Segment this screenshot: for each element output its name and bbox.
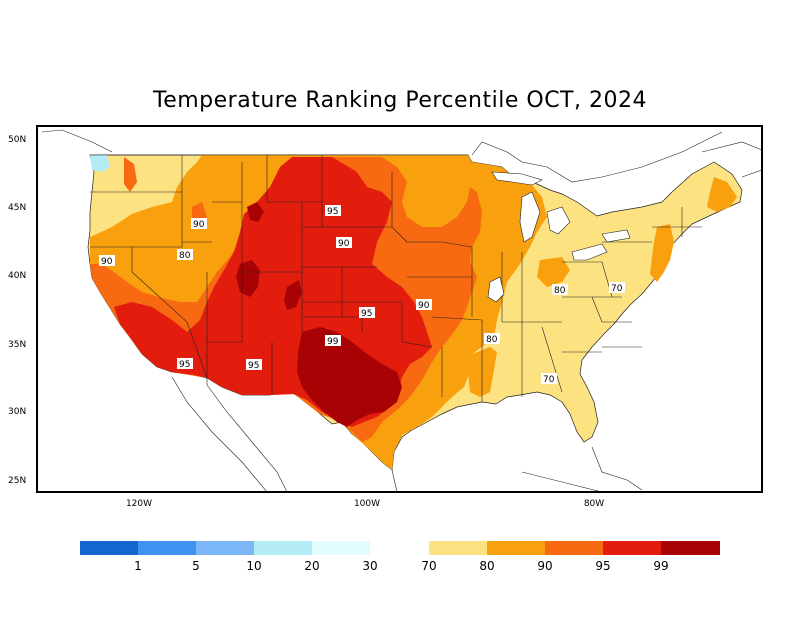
- lat-label-30n: 30N: [8, 407, 27, 417]
- legend-label: 20: [304, 559, 320, 573]
- lat-label-40n: 40N: [8, 271, 27, 281]
- contour-label: 90: [193, 220, 205, 230]
- map-frame: 90 95 80 90 90 95 90 80 70 95 99 95 80: [36, 125, 763, 493]
- legend-swatch-20: [254, 541, 312, 555]
- lon-label-120w: 120W: [125, 499, 153, 509]
- region-99-south: [297, 327, 402, 427]
- legend-label: 5: [192, 559, 200, 573]
- lon-label-100w: 100W: [353, 499, 381, 509]
- legend-swatch-99: [661, 541, 720, 555]
- region-99-colorado: [284, 280, 302, 310]
- region-80-maine: [707, 177, 737, 212]
- lat-label-35n: 35N: [8, 340, 27, 350]
- contour-label: 80: [486, 335, 498, 345]
- contour-label: 80: [179, 251, 191, 261]
- legend-label: 90: [537, 559, 553, 573]
- contour-labels: 90 95 80 90 90 95 90 80 70 95 99 95 80: [99, 205, 625, 385]
- contour-label: 90: [418, 301, 430, 311]
- contour-label: 70: [543, 375, 555, 385]
- legend-label: 30: [362, 559, 378, 573]
- region-20: [90, 155, 110, 172]
- legend-swatch-70: [429, 541, 487, 555]
- legend-swatch-95: [603, 541, 661, 555]
- region-80-ohio: [537, 257, 570, 287]
- legend-swatch-5: [138, 541, 196, 555]
- legend-swatch-80: [487, 541, 545, 555]
- legend-label: 70: [421, 559, 437, 573]
- legend-label: 99: [653, 559, 669, 573]
- lat-label-50n: 50N: [8, 135, 27, 145]
- legend-label: 10: [246, 559, 262, 573]
- contour-label: 95: [327, 207, 338, 217]
- neighboring-coastlines: [41, 129, 761, 491]
- region-90-montana: [124, 157, 137, 192]
- contour-label: 80: [554, 286, 566, 296]
- contour-label: 95: [361, 309, 372, 319]
- temperature-map: 90 95 80 90 90 95 90 80 70 95 99 95 80: [41, 129, 761, 491]
- legend-swatch-1: [80, 541, 138, 555]
- legend-swatch-90: [545, 541, 603, 555]
- contour-label: 90: [338, 239, 350, 249]
- region-99-wyoming: [247, 202, 264, 222]
- legend-label: 80: [479, 559, 495, 573]
- contour-label: 70: [611, 284, 623, 294]
- lat-label-25n: 25N: [8, 476, 27, 486]
- legend-swatch-30: [312, 541, 370, 555]
- great-lakes: [487, 171, 631, 303]
- region-80-northeast: [650, 224, 674, 282]
- lat-label-45n: 45N: [8, 203, 27, 213]
- map-title: Temperature Ranking Percentile OCT, 2024: [153, 88, 647, 113]
- region-80-southeast: [468, 347, 497, 397]
- lon-label-80w: 80W: [583, 499, 605, 509]
- contour-label: 90: [101, 257, 113, 267]
- contour-label: 95: [179, 360, 190, 370]
- contour-label: 95: [248, 361, 259, 371]
- legend-label: 1: [134, 559, 142, 573]
- legend-swatch-10: [196, 541, 254, 555]
- contour-label: 99: [327, 337, 339, 347]
- legend-label: 95: [595, 559, 611, 573]
